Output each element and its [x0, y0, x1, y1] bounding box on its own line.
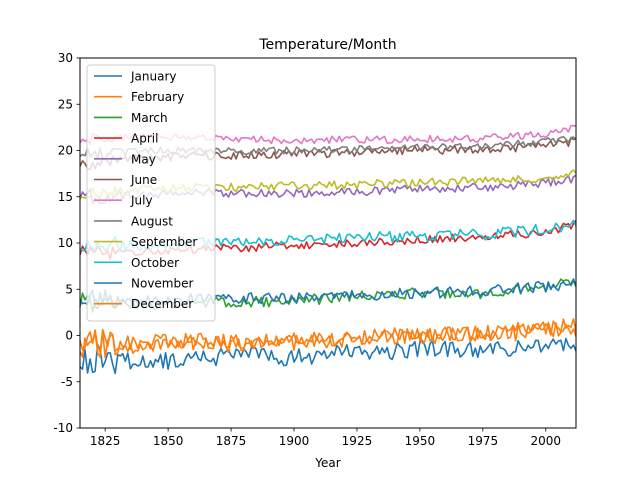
legend-label: August: [131, 214, 173, 228]
x-tick-label: 1900: [279, 434, 310, 448]
y-tick-label: -5: [61, 375, 73, 389]
x-tick-label: 1875: [216, 434, 247, 448]
x-axis-label: Year: [314, 456, 340, 470]
legend-label: November: [131, 277, 193, 291]
y-tick-label: 10: [58, 236, 73, 250]
legend-label: February: [131, 90, 184, 104]
legend-label: May: [131, 152, 156, 166]
legend-label: July: [130, 194, 153, 208]
y-tick-label: 25: [58, 97, 73, 111]
legend-label: January: [130, 70, 177, 84]
series-line-february: [79, 321, 577, 359]
x-tick-label: 1925: [342, 434, 373, 448]
legend-label: April: [131, 132, 158, 146]
x-tick-label: 2000: [531, 434, 562, 448]
legend-label: December: [131, 297, 193, 311]
series-line-december: [79, 318, 577, 353]
chart-title: Temperature/Month: [258, 37, 396, 53]
x-tick-label: 1850: [153, 434, 184, 448]
y-tick-label: 30: [58, 51, 73, 65]
y-tick-label: 0: [65, 329, 73, 343]
y-axis: -10 -5 0 5 10 15 20 25 30: [53, 51, 80, 435]
legend-label: October: [131, 256, 179, 270]
y-tick-label: 5: [65, 282, 73, 296]
x-tick-label: 1950: [405, 434, 436, 448]
x-axis: 1825 1850 1875 1900 1925 1950 1975 2000: [90, 428, 561, 448]
legend: January February March April May June July Augu…: [86, 64, 216, 322]
y-tick-label: 15: [58, 190, 73, 204]
x-tick-label: 1825: [90, 434, 121, 448]
legend-box: [86, 64, 216, 322]
y-tick-label: 20: [58, 144, 73, 158]
legend-label: March: [131, 111, 168, 125]
x-tick-label: 1975: [468, 434, 499, 448]
y-tick-label: -10: [53, 421, 73, 435]
legend-label: September: [131, 235, 197, 249]
series-line-january: [79, 337, 577, 375]
legend-label: June: [130, 173, 157, 187]
